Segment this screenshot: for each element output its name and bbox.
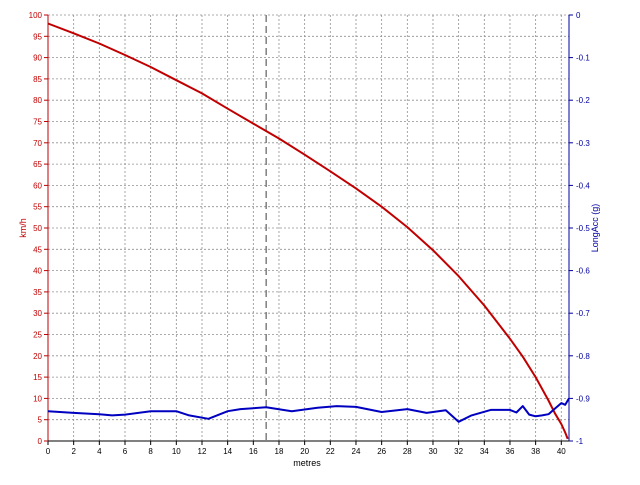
x-tick-label: 22 [326,447,335,456]
right-y-tick-label: -0.3 [576,139,590,148]
left-y-tick-label: 5 [38,416,43,425]
left-y-tick-label: 60 [33,181,42,190]
left-y-tick-label: 25 [33,331,42,340]
left-y-tick-label: 95 [33,32,42,41]
left-y-tick-label: 15 [33,373,42,382]
right-y-tick-label: -0.5 [576,224,590,233]
x-tick-label: 28 [403,447,412,456]
x-tick-label: 0 [46,447,51,456]
right-y-tick-label: -1 [576,437,584,446]
speed-series-line [47,22,569,440]
longacc-series-line [47,397,570,423]
right-y-tick-label: 0 [576,11,581,20]
axes [44,14,573,445]
left-y-tick-label: 90 [33,54,42,63]
left-y-tick-label: 85 [33,75,42,84]
x-tick-label: 36 [506,447,515,456]
left-y-tick-label: 70 [33,139,42,148]
left-axis-label: km/h [18,218,28,238]
left-y-tick-label: 30 [33,309,42,318]
x-tick-label: 4 [97,447,102,456]
left-y-tick-label: 75 [33,118,42,127]
left-y-tick-label: 55 [33,203,42,212]
grid [48,14,569,441]
x-tick-label: 26 [377,447,386,456]
left-y-tick-label: 50 [33,224,42,233]
left-y-tick-label: 45 [33,245,42,254]
tick-labels: 0 2 4 6 8 10 12 14 16 18 20 22 24 26 28 30 32 34 36 38 40051… [29,11,591,456]
left-y-tick-label: 100 [29,11,43,20]
x-tick-label: 18 [275,447,284,456]
x-tick-label: 34 [480,447,489,456]
x-tick-label: 30 [429,447,438,456]
right-y-tick-label: -0.6 [576,267,590,276]
x-tick-label: 38 [531,447,540,456]
right-y-tick-label: -0.7 [576,309,590,318]
x-tick-label: 40 [557,447,566,456]
left-y-tick-label: 65 [33,160,42,169]
x-tick-label: 16 [249,447,258,456]
left-y-tick-label: 10 [33,394,42,403]
right-y-tick-label: -0.9 [576,394,590,403]
x-tick-label: 2 [71,447,76,456]
left-y-tick-label: 40 [33,267,42,276]
series-lines [47,22,570,440]
x-tick-label: 8 [148,447,153,456]
right-y-tick-label: -0.8 [576,352,590,361]
right-y-tick-label: -0.1 [576,54,590,63]
left-y-tick-label: 80 [33,96,42,105]
right-y-tick-label: -0.4 [576,181,590,190]
x-tick-label: 20 [300,447,309,456]
left-y-tick-label: 0 [38,437,43,446]
x-axis-label: metres [293,458,321,468]
x-tick-label: 32 [454,447,463,456]
left-y-tick-label: 35 [33,288,42,297]
left-y-tick-label: 20 [33,352,42,361]
x-tick-label: 6 [123,447,128,456]
right-axis-label: LongAcc (g) [590,204,600,253]
right-y-tick-label: -0.2 [576,96,590,105]
x-tick-label: 14 [223,447,232,456]
x-tick-label: 24 [352,447,361,456]
x-tick-label: 12 [198,447,207,456]
x-tick-label: 10 [172,447,181,456]
